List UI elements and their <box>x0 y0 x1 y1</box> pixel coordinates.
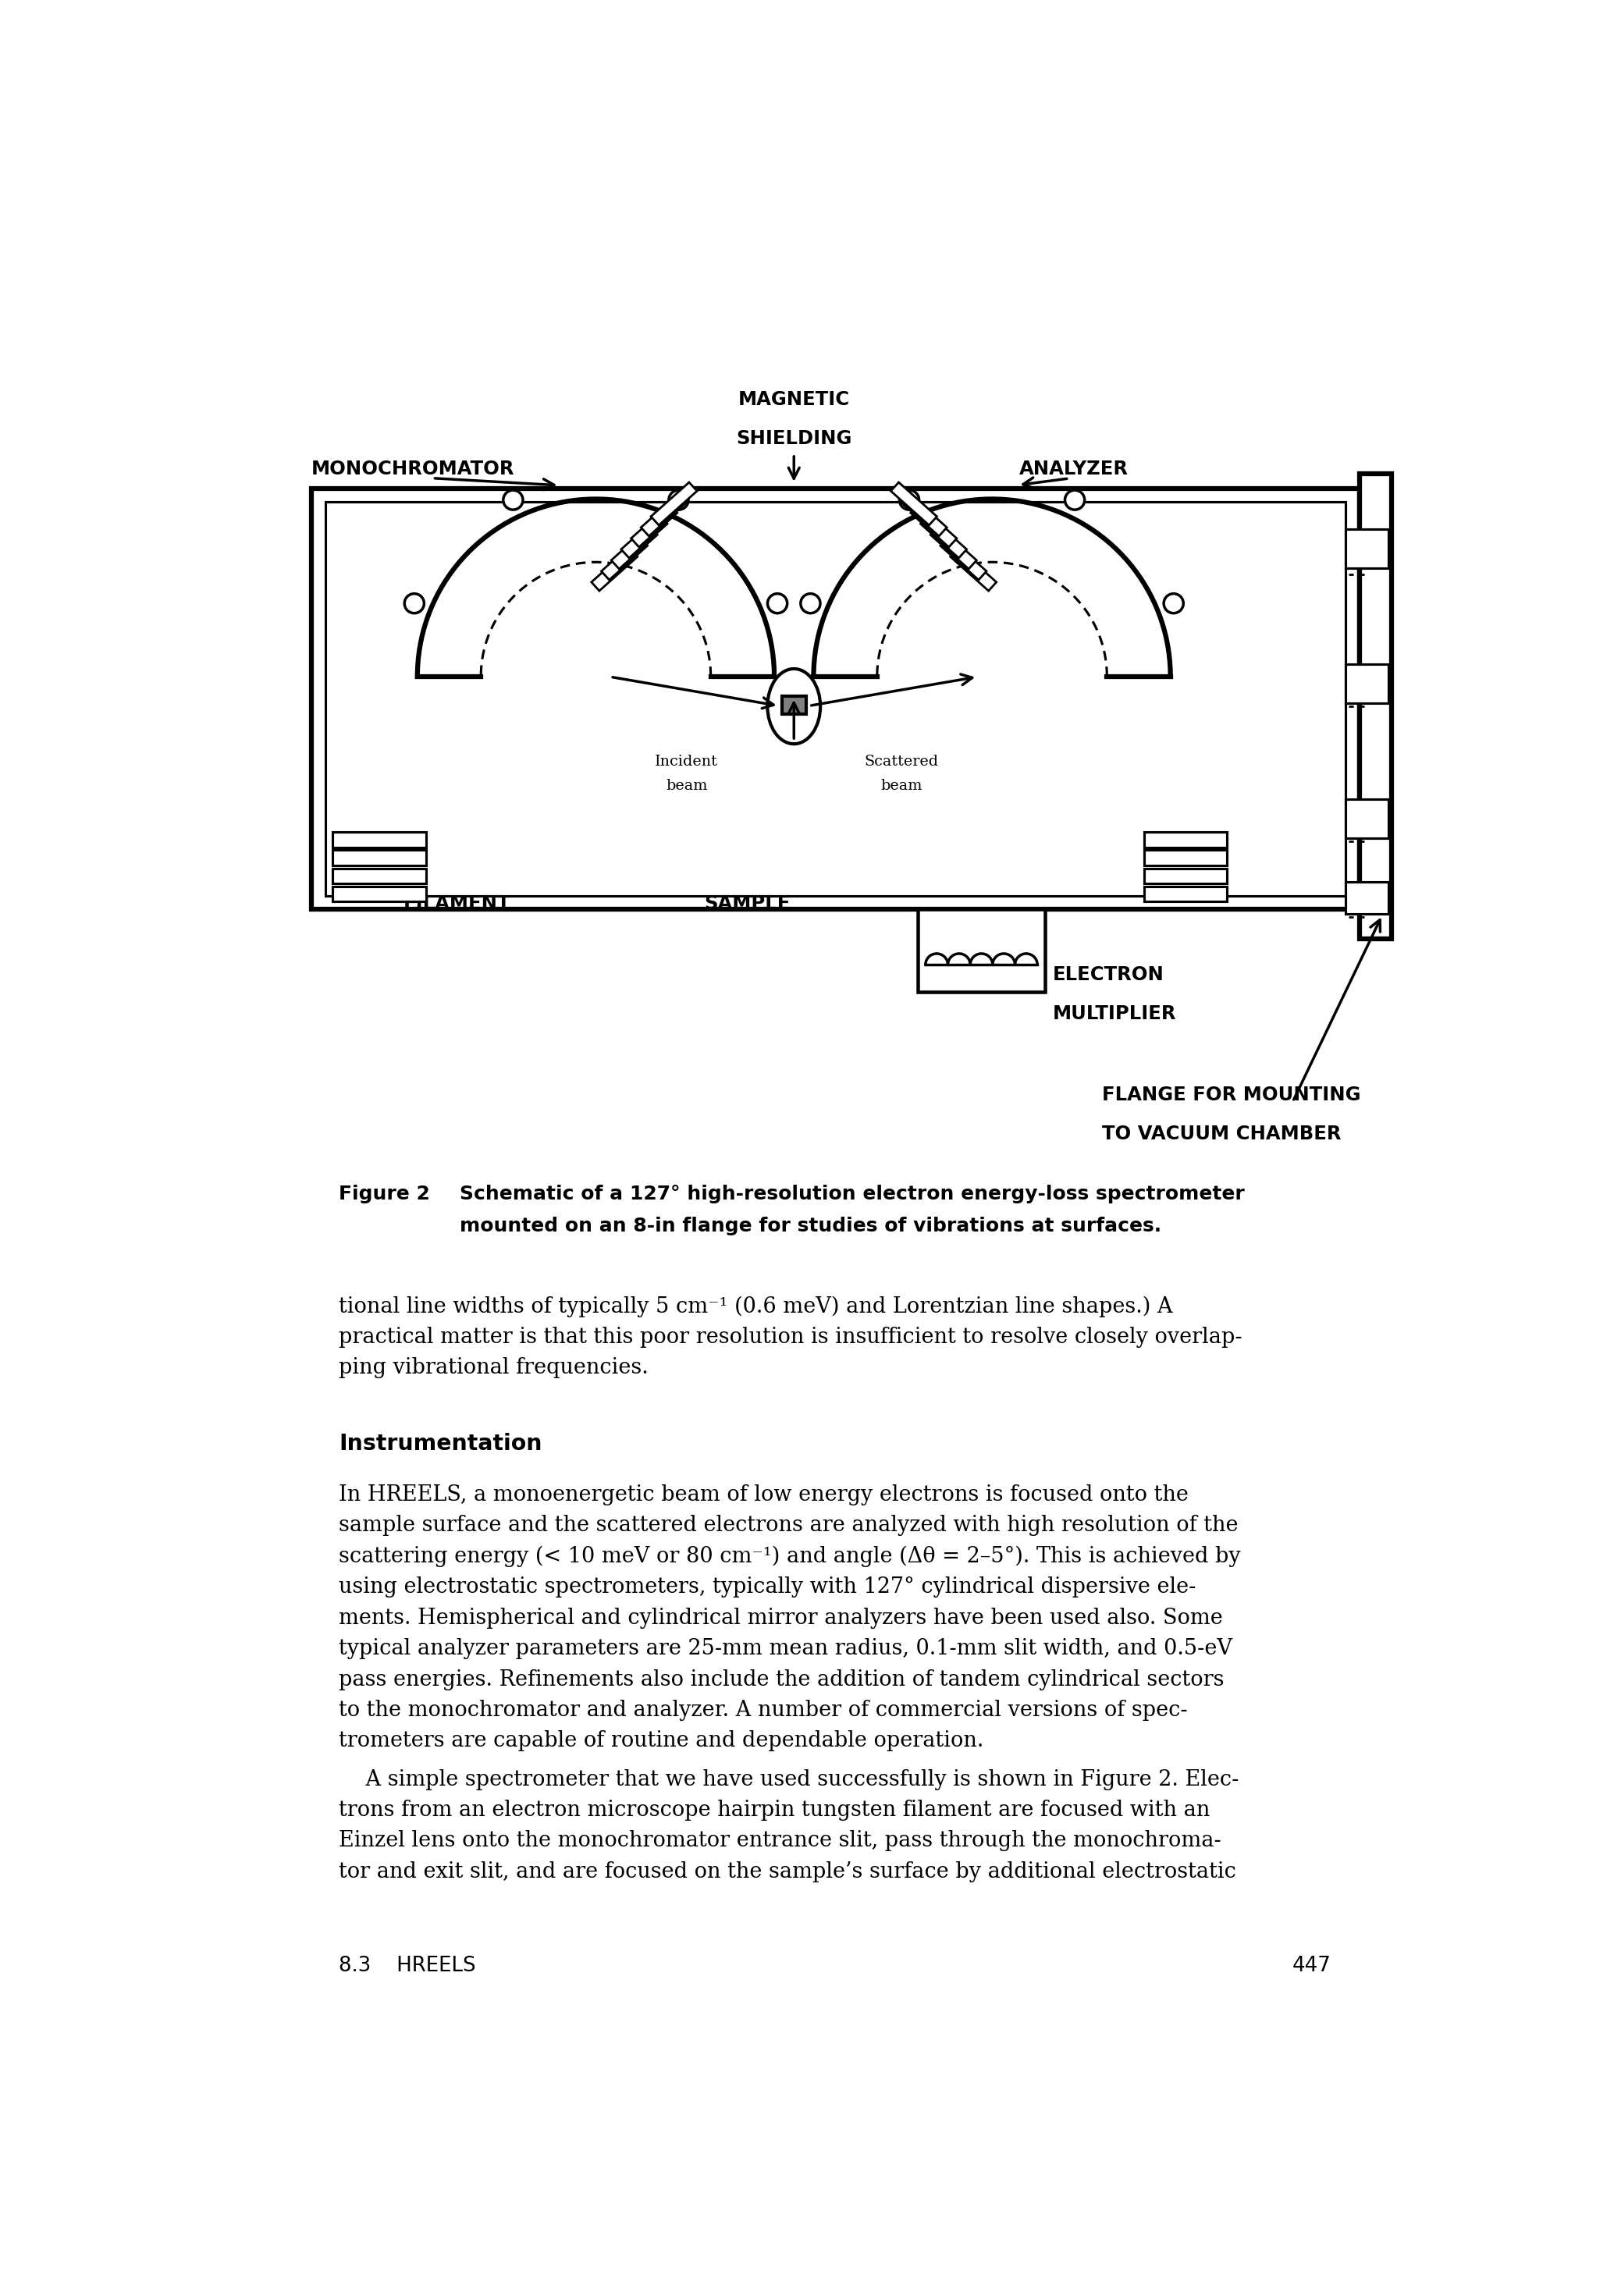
Text: using electrostatic spectrometers, typically with 127° cylindrical dispersive el: using electrostatic spectrometers, typic… <box>339 1577 1196 1598</box>
Bar <box>332 850 426 866</box>
Text: MULTIPLIER: MULTIPLIER <box>1052 1003 1175 1022</box>
Text: trons from an electron microscope hairpin tungsten filament are focused with an: trons from an electron microscope hairpi… <box>339 1800 1209 1821</box>
Text: TO VACUUM CHAMBER: TO VACUUM CHAMBER <box>1102 1125 1341 1143</box>
Bar <box>1144 886 1227 902</box>
Text: Schematic of a 127° high-resolution electron energy-loss spectrometer: Schematic of a 127° high-resolution elec… <box>460 1185 1245 1203</box>
Bar <box>332 868 426 884</box>
Text: typical analyzer parameters are 25-mm mean radius, 0.1-mm slit width, and 0.5-eV: typical analyzer parameters are 25-mm me… <box>339 1637 1232 1660</box>
Polygon shape <box>940 537 986 581</box>
Bar <box>917 909 1044 992</box>
Text: FILAMENT: FILAMENT <box>404 895 511 914</box>
Text: SAMPLE: SAMPLE <box>704 895 789 914</box>
Text: ANALYZER: ANALYZER <box>1020 459 1128 478</box>
Text: tor and exit slit, and are focused on the sample’s surface by additional electro: tor and exit slit, and are focused on th… <box>339 1862 1235 1883</box>
Text: 8.3    HREELS: 8.3 HREELS <box>339 1956 475 1977</box>
Circle shape <box>1164 595 1183 613</box>
Bar <box>326 503 1345 895</box>
Bar <box>1358 473 1391 939</box>
Text: scattering energy (< 10 meV or 80 cm⁻¹) and angle (Δθ = 2–5°). This is achieved : scattering energy (< 10 meV or 80 cm⁻¹) … <box>339 1545 1240 1566</box>
Text: beam: beam <box>666 778 707 792</box>
Polygon shape <box>930 526 976 569</box>
Text: sample surface and the scattered electrons are analyzed with high resolution of : sample surface and the scattered electro… <box>339 1515 1238 1536</box>
Circle shape <box>503 491 522 510</box>
Text: tional line widths of typically 5 cm⁻¹ (0.6 meV) and Lorentzian line shapes.) A: tional line widths of typically 5 cm⁻¹ (… <box>339 1295 1172 1318</box>
Bar <box>781 696 806 714</box>
Text: to the monochromator and analyzer. A number of commercial versions of spec-: to the monochromator and analyzer. A num… <box>339 1699 1187 1720</box>
Bar <box>1144 833 1227 847</box>
Polygon shape <box>592 549 637 590</box>
Bar <box>332 833 426 847</box>
Text: In HREELS, a monoenergetic beam of low energy electrons is focused onto the: In HREELS, a monoenergetic beam of low e… <box>339 1483 1188 1504</box>
Bar <box>1144 850 1227 866</box>
Polygon shape <box>611 526 657 569</box>
Polygon shape <box>631 505 678 546</box>
Circle shape <box>404 595 425 613</box>
Text: pass energies. Refinements also include the addition of tandem cylindrical secto: pass energies. Refinements also include … <box>339 1669 1224 1690</box>
Polygon shape <box>950 549 997 590</box>
Ellipse shape <box>767 668 820 744</box>
Circle shape <box>767 595 788 613</box>
Polygon shape <box>911 505 956 546</box>
Text: Incident: Incident <box>655 755 718 769</box>
Circle shape <box>668 491 689 510</box>
Bar <box>332 886 426 902</box>
Text: Instrumentation: Instrumentation <box>339 1433 541 1456</box>
Circle shape <box>801 595 820 613</box>
Text: FLANGE FOR MOUNTING: FLANGE FOR MOUNTING <box>1102 1086 1360 1104</box>
Bar <box>311 489 1358 909</box>
Text: 447: 447 <box>1292 1956 1331 1977</box>
Text: Figure 2: Figure 2 <box>339 1185 430 1203</box>
Text: beam: beam <box>880 778 922 792</box>
Polygon shape <box>921 514 966 558</box>
Polygon shape <box>890 482 937 526</box>
Text: Scattered: Scattered <box>864 755 939 769</box>
Text: MAGNETIC: MAGNETIC <box>738 390 849 409</box>
Circle shape <box>1065 491 1084 510</box>
Text: practical matter is that this poor resolution is insufficient to resolve closely: practical matter is that this poor resol… <box>339 1327 1242 1348</box>
Bar <box>1345 799 1388 838</box>
Text: SHIELDING: SHIELDING <box>736 429 851 448</box>
Polygon shape <box>901 494 947 537</box>
Polygon shape <box>621 514 668 558</box>
Text: A simple spectrometer that we have used successfully is shown in Figure 2. Elec-: A simple spectrometer that we have used … <box>339 1768 1238 1789</box>
Bar <box>1345 882 1388 914</box>
Circle shape <box>900 491 919 510</box>
Text: ments. Hemispherical and cylindrical mirror analyzers have been used also. Some: ments. Hemispherical and cylindrical mir… <box>339 1607 1222 1628</box>
Bar <box>1345 664 1388 703</box>
Text: trometers are capable of routine and dependable operation.: trometers are capable of routine and dep… <box>339 1731 984 1752</box>
Text: ELECTRON: ELECTRON <box>1052 964 1164 983</box>
Bar <box>1144 868 1227 884</box>
Bar <box>1345 530 1388 569</box>
Text: MONOCHROMATOR: MONOCHROMATOR <box>311 459 515 478</box>
Polygon shape <box>650 482 697 526</box>
Text: ping vibrational frequencies.: ping vibrational frequencies. <box>339 1357 648 1378</box>
Text: Einzel lens onto the monochromator entrance slit, pass through the monochroma-: Einzel lens onto the monochromator entra… <box>339 1830 1221 1851</box>
Polygon shape <box>601 537 647 581</box>
Polygon shape <box>640 494 687 537</box>
Text: mounted on an 8-in flange for studies of vibrations at surfaces.: mounted on an 8-in flange for studies of… <box>460 1217 1161 1235</box>
